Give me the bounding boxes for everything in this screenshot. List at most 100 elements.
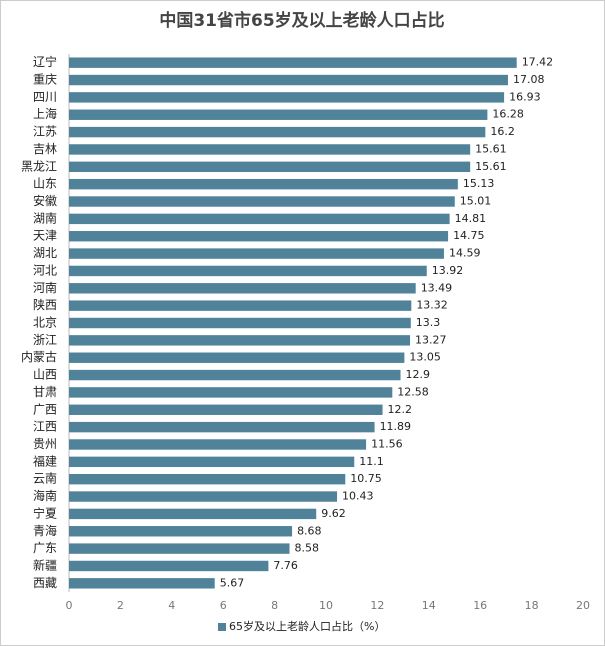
bar <box>69 161 471 173</box>
data-label: 15.13 <box>463 177 495 190</box>
bar <box>69 74 508 86</box>
x-tick-label: 12 <box>370 599 384 612</box>
data-label: 11.1 <box>359 455 384 468</box>
y-tick-label: 甘肃 <box>33 385 57 399</box>
y-tick-label: 宁夏 <box>33 505 57 520</box>
y-tick-label: 四川 <box>33 90 57 104</box>
bar <box>69 543 290 554</box>
bar <box>69 231 449 242</box>
bar <box>69 335 411 346</box>
bar <box>69 144 471 155</box>
data-label: 16.28 <box>492 108 524 121</box>
y-tick-label: 天津 <box>33 229 57 243</box>
data-label: 13.27 <box>415 333 447 346</box>
bar <box>69 508 317 520</box>
data-label: 7.76 <box>273 559 298 572</box>
data-label: 14.75 <box>453 229 485 242</box>
data-label: 17.42 <box>522 56 554 69</box>
y-tick-label: 浙江 <box>33 333 57 347</box>
x-tick-label: 2 <box>117 599 124 612</box>
y-tick-label: 青海 <box>33 523 57 538</box>
y-tick-label: 内蒙古 <box>21 349 57 364</box>
data-label: 5.67 <box>220 576 245 589</box>
data-label: 9.62 <box>321 507 346 520</box>
y-tick-label: 安徽 <box>33 193 57 208</box>
y-tick-label: 吉林 <box>33 142 57 156</box>
x-tick-label: 8 <box>271 599 278 612</box>
bar <box>69 126 486 138</box>
data-label: 15.61 <box>475 142 507 155</box>
y-tick-label: 广东 <box>33 541 57 555</box>
data-label: 13.49 <box>421 281 453 294</box>
bar <box>69 92 505 103</box>
data-label: 8.58 <box>295 542 320 555</box>
data-label: 11.89 <box>380 420 412 433</box>
y-tick-label: 山东 <box>33 177 57 191</box>
data-label: 13.32 <box>416 299 448 312</box>
y-tick-label: 辽宁 <box>33 54 57 69</box>
bar <box>69 421 375 433</box>
y-tick-label: 陕西 <box>33 297 57 312</box>
y-tick-label: 西藏 <box>33 576 57 590</box>
bar <box>69 369 401 381</box>
y-tick-label: 贵州 <box>33 437 57 451</box>
y-tick-label: 上海 <box>33 106 57 121</box>
data-label: 12.58 <box>397 385 429 398</box>
x-tick-label: 18 <box>525 599 539 612</box>
data-label: 14.81 <box>455 212 487 225</box>
legend-label: 65岁及以上老龄人口占比（%） <box>229 619 385 633</box>
bar <box>69 387 393 398</box>
data-label: 11.56 <box>371 437 403 450</box>
bar <box>69 404 383 415</box>
bar <box>69 283 416 294</box>
y-tick-label: 重庆 <box>33 73 57 87</box>
bar <box>69 248 444 259</box>
bar <box>69 578 215 589</box>
x-tick-label: 4 <box>168 599 175 612</box>
y-tick-label: 湖南 <box>33 210 57 225</box>
y-tick-label: 江苏 <box>33 125 57 139</box>
x-tick-label: 16 <box>473 599 487 612</box>
data-label: 12.2 <box>388 403 413 416</box>
bar <box>69 178 458 190</box>
data-label: 17.08 <box>513 73 545 86</box>
data-label: 13.05 <box>409 351 441 364</box>
y-tick-label: 河南 <box>33 280 57 295</box>
data-label: 12.9 <box>406 368 431 381</box>
bar <box>69 560 269 572</box>
bar <box>69 196 455 207</box>
bar <box>69 352 405 363</box>
bar <box>69 57 517 68</box>
x-tick-label: 20 <box>576 599 590 612</box>
bar <box>69 213 450 225</box>
chart-title: 中国31省市65岁及以上老龄人口占比 <box>159 10 444 31</box>
y-tick-label: 北京 <box>33 316 57 330</box>
x-tick-label: 10 <box>319 599 333 612</box>
y-tick-label: 黑龙江 <box>21 159 57 173</box>
y-tick-label: 新疆 <box>33 557 57 572</box>
data-label: 14.59 <box>449 247 481 260</box>
y-tick-label: 云南 <box>33 471 57 486</box>
bar <box>69 526 293 537</box>
data-label: 15.61 <box>475 160 507 173</box>
x-tick-label: 0 <box>66 599 73 612</box>
bar <box>69 456 355 468</box>
bar <box>69 439 367 450</box>
data-label: 8.68 <box>297 524 322 537</box>
data-label: 13.92 <box>432 264 464 277</box>
data-label: 10.43 <box>342 490 374 503</box>
y-tick-label: 福建 <box>33 453 57 468</box>
data-label: 16.93 <box>509 90 541 103</box>
data-label: 13.3 <box>416 316 441 329</box>
bar <box>69 491 338 502</box>
legend-swatch <box>218 623 226 631</box>
bar <box>69 109 488 120</box>
y-tick-label: 湖北 <box>33 245 57 260</box>
bar <box>69 317 411 329</box>
x-tick-label: 14 <box>422 599 436 612</box>
y-tick-label: 广西 <box>33 402 57 416</box>
data-label: 15.01 <box>460 195 492 208</box>
data-label: 16.2 <box>490 125 514 138</box>
bar <box>69 300 412 311</box>
